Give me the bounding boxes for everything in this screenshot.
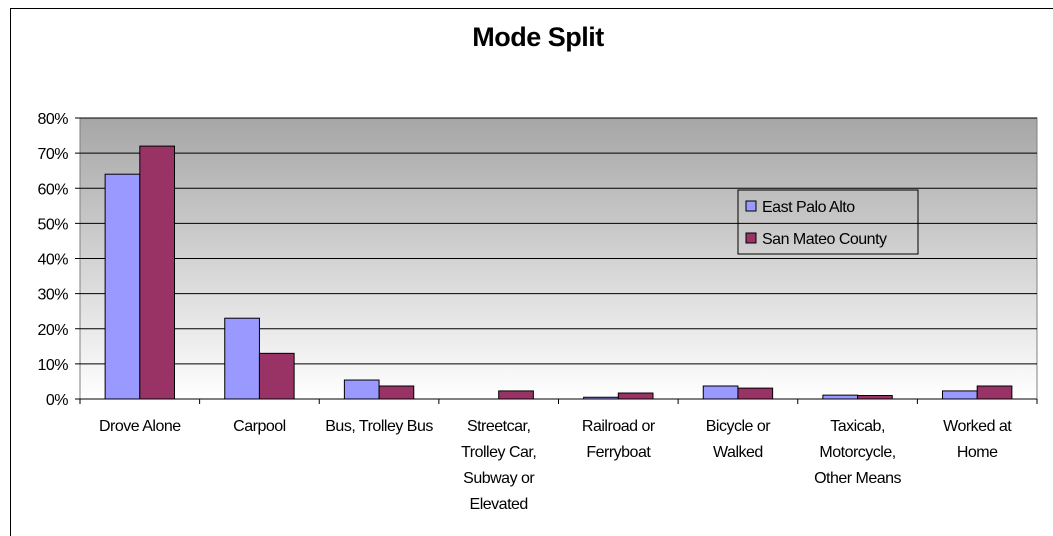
y-tick-label: 60% [37, 181, 68, 198]
x-tick-line: Railroad or [582, 418, 656, 435]
x-tick-line: Trolley Car, [461, 444, 536, 461]
x-tick-label: Carpool [233, 418, 286, 435]
x-tick-label: Taxicab, Motorcycle, Other Means [814, 418, 901, 487]
x-tick-line: Taxicab, [830, 418, 885, 435]
bar [224, 317, 260, 400]
bar [857, 394, 893, 400]
bar [617, 392, 654, 400]
legend-swatch [745, 200, 757, 212]
x-tick-line: Bus, Trolley Bus [325, 418, 433, 435]
x-tick-line: Motorcycle, [819, 444, 895, 461]
y-tick-label: 80% [37, 111, 68, 128]
bar [378, 385, 415, 400]
x-tick-line: Walked [713, 444, 763, 461]
chart-title: Mode Split [472, 22, 604, 52]
x-tick-label: Bus, Trolley Bus [325, 418, 433, 435]
x-tick-line: Ferryboat [586, 444, 651, 461]
y-tick-label: 50% [37, 216, 68, 233]
x-tick-label: Bicycle or Walked [706, 418, 772, 461]
bar [941, 390, 978, 400]
y-tick-label: 70% [37, 146, 68, 163]
x-tick-line: Streetcar, [467, 418, 531, 435]
y-tick-label: 0% [46, 392, 68, 409]
bar [737, 387, 774, 400]
x-tick-line: Carpool [233, 418, 286, 435]
legend-label: East Palo Alto [762, 199, 855, 216]
bar [498, 390, 534, 400]
bar [822, 394, 859, 400]
y-tick-label: 10% [37, 357, 68, 374]
x-tick-line: Worked at [943, 418, 1012, 435]
x-tick-line: Home [957, 444, 998, 461]
x-tick-label: Railroad or Ferryboat [582, 418, 656, 461]
y-tick-label: 20% [37, 322, 68, 339]
x-tick-line: Drove Alone [99, 418, 181, 435]
legend-box [737, 189, 919, 255]
bar [343, 379, 380, 400]
bar [976, 385, 1013, 400]
x-tick-line: Elevated [470, 496, 528, 513]
bar [702, 385, 739, 400]
x-tick-line: Subway or [463, 470, 535, 487]
legend-label: San Mateo County [762, 231, 887, 248]
x-tick-label: Streetcar, Trolley Car, Subway or Elevated [461, 418, 536, 513]
bar [139, 145, 176, 400]
x-tick-label: Drove Alone [99, 418, 181, 435]
x-tick-line: Other Means [814, 470, 901, 487]
legend-swatch [745, 232, 757, 244]
x-tick-label: Worked at Home [943, 418, 1012, 461]
y-tick-label: 30% [37, 287, 68, 304]
bar [258, 352, 295, 400]
y-tick-label: 40% [37, 252, 68, 269]
bar [104, 173, 141, 400]
x-tick-line: Bicycle or [706, 418, 772, 435]
